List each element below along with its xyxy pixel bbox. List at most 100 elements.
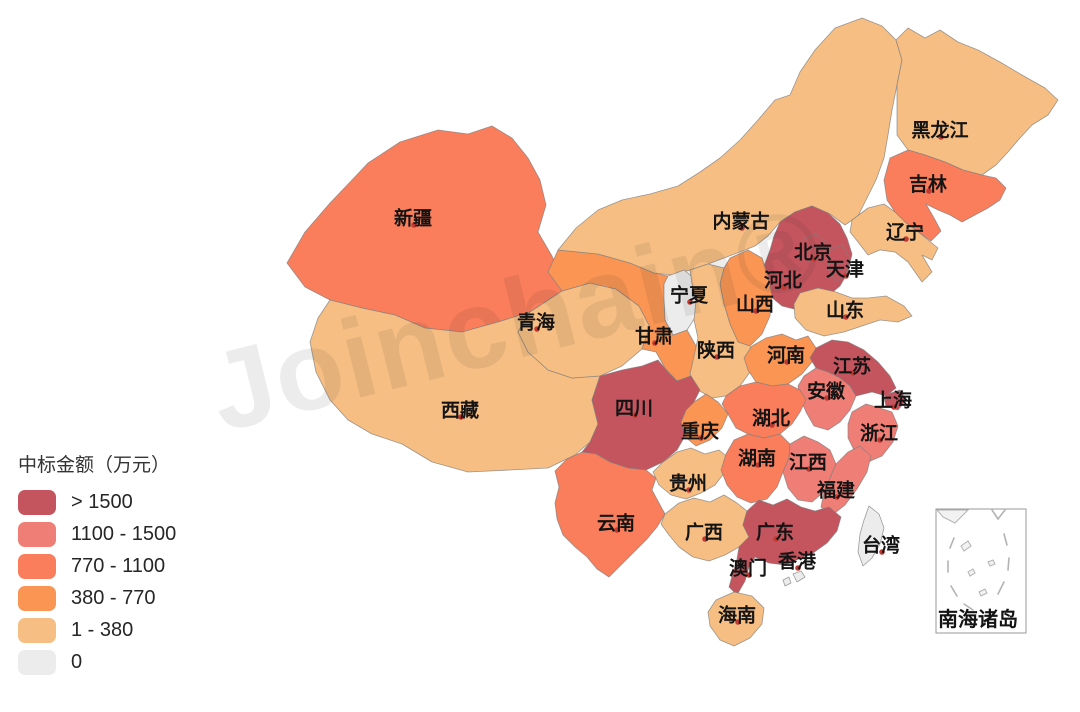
province-label-ningxia: 宁夏 (670, 284, 709, 307)
centroid-marker-hunan (755, 462, 761, 468)
legend: 中标金额（万元） > 1500 1100 - 1500 770 - 1100 380 … (18, 450, 176, 682)
centroid-marker-shanghai (891, 404, 897, 410)
centroid-marker-jilin (926, 188, 932, 194)
legend-label: 0 (71, 651, 83, 673)
centroid-marker-liaoning (903, 236, 909, 242)
province-label-shanghai: 上海 (874, 389, 912, 412)
province-label-taiwan: 台湾 (862, 534, 900, 557)
province-label-shandong: 山东 (826, 299, 864, 322)
centroid-marker-sichuan (632, 412, 638, 418)
centroid-marker-tianjin (843, 273, 849, 279)
legend-label: 770 - 1100 (71, 555, 166, 577)
legend-label: 380 - 770 (71, 587, 156, 609)
province-label-heilongjiang: 黑龙江 (911, 119, 968, 142)
centroid-marker-shaanxi (714, 354, 720, 360)
province-label-hubei: 湖北 (752, 408, 790, 430)
legend-label: 1 - 380 (71, 619, 134, 641)
centroid-marker-hubei (769, 422, 775, 428)
legend-item->1500: > 1500 (18, 490, 176, 515)
province-shapes-layer (286, 17, 1059, 647)
province-label-beijing: 北京 (794, 241, 832, 264)
centroid-marker-neimenggu (739, 225, 745, 231)
province-shape-xianggang[interactable] (792, 570, 806, 583)
province-shape-liaoning[interactable] (849, 203, 939, 283)
province-label-hebei: 河北 (764, 270, 802, 292)
province-label-shaanxi: 陕西 (697, 339, 735, 362)
province-shape-hunan[interactable] (720, 433, 791, 504)
province-shape-fujian[interactable] (820, 445, 872, 517)
centroid-marker-shanxi (753, 308, 759, 314)
province-shape-hainan[interactable] (707, 591, 765, 647)
inset-label: 南海诸岛 (938, 607, 1018, 631)
legend-rows: > 1500 1100 - 1500 770 - 1100 380 - 770 1 - … (18, 490, 176, 675)
province-label-gansu: 甘肃 (635, 325, 673, 348)
province-label-jiangxi: 江西 (789, 452, 827, 474)
province-label-yunnan: 云南 (597, 513, 635, 535)
centroid-marker-aomen (746, 572, 752, 578)
province-shape-sichuan[interactable] (581, 359, 701, 471)
province-shape-shanghai[interactable] (883, 389, 907, 411)
province-label-guangxi: 广西 (685, 521, 723, 544)
province-shape-yunnan[interactable] (554, 451, 666, 578)
province-shape-guizhou[interactable] (652, 447, 730, 500)
province-shape-heilongjiang[interactable] (895, 27, 1059, 176)
centroid-marker-xizang (458, 414, 464, 420)
province-label-hunan: 湖南 (738, 448, 776, 470)
centroid-marker-yunnan (614, 527, 620, 533)
inset-mainland-coast (935, 509, 970, 524)
province-shape-henan[interactable] (743, 333, 817, 387)
legend-item-1100-1500: 1100 - 1500 (18, 522, 176, 547)
province-shape-shandong[interactable] (793, 287, 913, 337)
centroid-marker-gansu (652, 340, 658, 346)
province-shape-taiwan[interactable] (857, 505, 885, 567)
inset-islands (960, 540, 996, 597)
inset-border (935, 508, 1027, 634)
inset-coast-notch (991, 509, 1006, 521)
legend-swatch-380-770 (18, 586, 56, 611)
centroid-marker-guangdong (773, 536, 779, 542)
centroid-marker-hebei (781, 284, 787, 290)
legend-label: > 1500 (71, 491, 133, 513)
legend-swatch-1100-1500 (18, 522, 56, 547)
province-label-chongqing: 重庆 (681, 420, 719, 443)
province-shape-hubei[interactable] (721, 381, 807, 439)
centroid-marker-xinjiang (411, 222, 417, 228)
province-label-zhejiang: 浙江 (860, 422, 898, 445)
centroid-marker-hainan (735, 619, 741, 625)
legend-item-770-1100: 770 - 1100 (18, 554, 176, 579)
province-label-henan: 河南 (767, 345, 805, 367)
province-label-xinjiang: 新疆 (394, 207, 432, 230)
centroid-marker-shandong (843, 314, 849, 320)
province-label-jiangsu: 江苏 (833, 355, 871, 378)
province-label-jilin: 吉林 (909, 173, 947, 196)
centroid-marker-ningxia (687, 299, 693, 305)
centroid-marker-guangxi (702, 536, 708, 542)
province-label-liaoning: 辽宁 (886, 221, 924, 244)
centroid-marker-henan (784, 359, 790, 365)
province-label-guangdong: 广东 (756, 521, 794, 544)
legend-label: 1100 - 1500 (71, 523, 177, 545)
legend-item-1-380: 1 - 380 (18, 618, 176, 643)
province-label-shanxi: 山西 (736, 294, 774, 316)
province-shape-neimenggu[interactable] (557, 17, 903, 276)
centroid-marker-chongqing (698, 435, 704, 441)
legend-title: 中标金额（万元） (18, 455, 171, 476)
legend-swatch-0 (18, 650, 56, 675)
legend-item-0: 0 (18, 650, 176, 675)
province-shape-aomen[interactable] (782, 576, 792, 587)
centroid-marker-jiangxi (806, 466, 812, 472)
centroid-marker-anhui (824, 395, 830, 401)
province-shape-beijing[interactable] (799, 233, 827, 263)
province-label-qinghai: 青海 (517, 311, 555, 334)
centroid-marker-zhejiang (877, 437, 883, 443)
centroid-marker-qinghai (534, 326, 540, 332)
legend-item-380-770: 380 - 770 (18, 586, 176, 611)
province-label-sichuan: 四川 (615, 399, 653, 420)
centroid-marker-fujian (834, 494, 840, 500)
province-label-hainan: 海南 (718, 604, 756, 627)
legend-swatch->1500 (18, 490, 56, 515)
province-shape-guangdong[interactable] (728, 498, 842, 596)
